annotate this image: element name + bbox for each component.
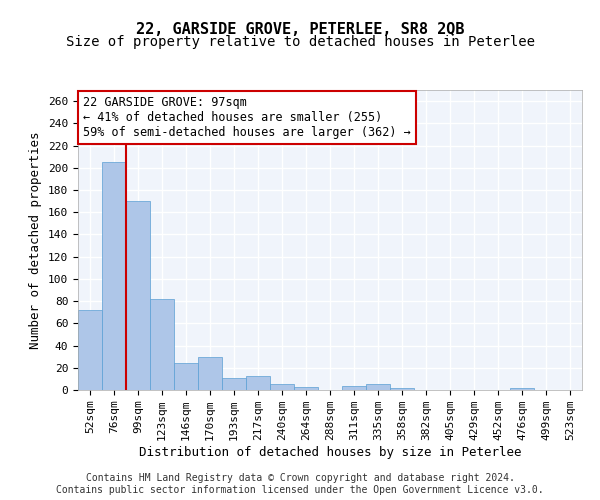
Bar — [246, 376, 270, 390]
Text: 22, GARSIDE GROVE, PETERLEE, SR8 2QB: 22, GARSIDE GROVE, PETERLEE, SR8 2QB — [136, 22, 464, 38]
Bar — [198, 356, 222, 390]
Text: 22 GARSIDE GROVE: 97sqm
← 41% of detached houses are smaller (255)
59% of semi-d: 22 GARSIDE GROVE: 97sqm ← 41% of detache… — [83, 96, 411, 139]
Bar — [390, 388, 414, 390]
Bar — [342, 386, 366, 390]
Bar — [174, 364, 198, 390]
Bar — [150, 299, 174, 390]
Bar — [366, 384, 390, 390]
Y-axis label: Number of detached properties: Number of detached properties — [29, 131, 43, 349]
Text: Contains HM Land Registry data © Crown copyright and database right 2024.
Contai: Contains HM Land Registry data © Crown c… — [56, 474, 544, 495]
Text: Size of property relative to detached houses in Peterlee: Size of property relative to detached ho… — [65, 35, 535, 49]
Bar — [222, 378, 246, 390]
Bar — [126, 201, 150, 390]
Bar — [102, 162, 126, 390]
Bar — [78, 310, 102, 390]
Bar — [270, 384, 294, 390]
Bar — [294, 386, 318, 390]
Bar — [510, 388, 534, 390]
X-axis label: Distribution of detached houses by size in Peterlee: Distribution of detached houses by size … — [139, 446, 521, 459]
